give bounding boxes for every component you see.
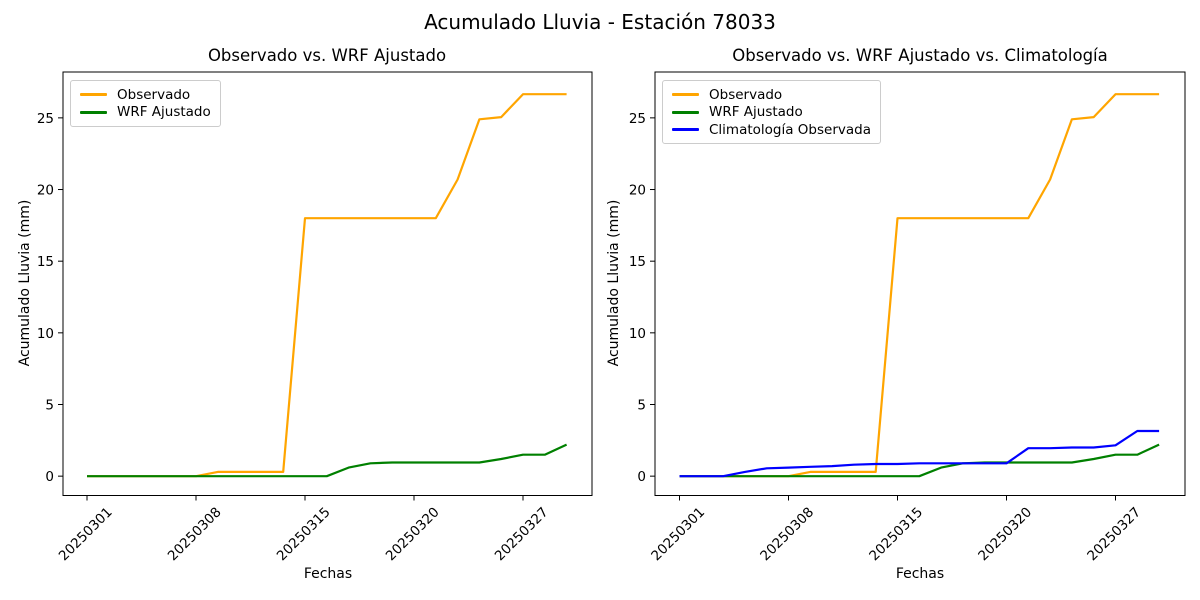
legend-left: Observado WRF Ajustado <box>70 80 221 127</box>
x-tick-label: 20250315 <box>274 504 334 564</box>
figure-title: Acumulado Lluvia - Estación 78033 <box>424 10 776 34</box>
series-line-climatolog-a-observada <box>679 429 1160 478</box>
legend-line-swatch <box>80 110 107 114</box>
y-tick-label: 0 <box>637 469 646 485</box>
legend-line-swatch <box>80 93 107 96</box>
y-tick-label: 20 <box>37 183 54 199</box>
series-line-wrf-ajustado <box>87 443 568 478</box>
x-tick-label: 20250327 <box>1084 504 1144 564</box>
x-tick-label: 20250320 <box>383 504 443 564</box>
legend-line-swatch <box>672 128 699 131</box>
x-tick-label: 20250308 <box>757 504 817 564</box>
y-tick-label: 10 <box>629 326 646 342</box>
legend-entry-label: Climatología Observada <box>709 121 871 138</box>
x-tick-label: 20250320 <box>975 504 1035 564</box>
y-tick-label: 15 <box>629 254 646 270</box>
legend-entry-label: Observado <box>709 86 783 103</box>
y-tick-label: 25 <box>629 111 646 127</box>
x-tick-label: 20250315 <box>866 504 926 564</box>
legend-entry-label: WRF Ajustado <box>117 104 211 120</box>
axes-spines <box>62 71 593 496</box>
legend-entry-label: WRF Ajustado <box>709 104 803 120</box>
legend-entry: Observado <box>80 87 211 103</box>
x-axis-label-left: Fechas <box>303 566 353 582</box>
series-line-wrf-ajustado <box>679 443 1160 478</box>
x-tick-label: 20250308 <box>165 504 225 564</box>
y-tick-label: 5 <box>637 397 646 413</box>
subplot-right-title: Observado vs. WRF Ajustado vs. Climatolo… <box>732 46 1108 65</box>
x-tick-label: 20250327 <box>492 504 552 564</box>
x-tick-label: 20250301 <box>56 504 116 564</box>
y-tick-label: 10 <box>37 326 54 342</box>
y-tick-label: 15 <box>37 254 54 270</box>
x-axis-label-right: Fechas <box>895 566 945 582</box>
subplot-left-title: Observado vs. WRF Ajustado <box>207 46 447 65</box>
y-tick-label: 5 <box>45 397 54 413</box>
legend-line-swatch <box>672 110 699 114</box>
y-tick-label: 20 <box>629 183 646 199</box>
axes-spines <box>654 71 1186 496</box>
y-tick-label: 0 <box>45 469 54 485</box>
legend-right: Observado WRF Ajustado Climatología Observ… <box>662 80 881 144</box>
legend-entry: WRF Ajustado <box>672 104 871 120</box>
y-axis-label-left: Acumulado Lluvia (mm) <box>17 199 33 367</box>
legend-entry: WRF Ajustado <box>80 104 211 120</box>
series-line-observado <box>679 93 1160 478</box>
legend-entry: Observado <box>672 87 871 103</box>
series-line-observado <box>87 93 567 478</box>
legend-line-swatch <box>672 93 699 96</box>
x-tick-label: 20250301 <box>648 504 708 564</box>
legend-entry-label: Observado <box>117 86 191 103</box>
y-axis-label-right: Acumulado Lluvia (mm) <box>606 199 622 367</box>
legend-entry: Climatología Observada <box>672 122 871 138</box>
y-tick-label: 25 <box>37 111 54 127</box>
